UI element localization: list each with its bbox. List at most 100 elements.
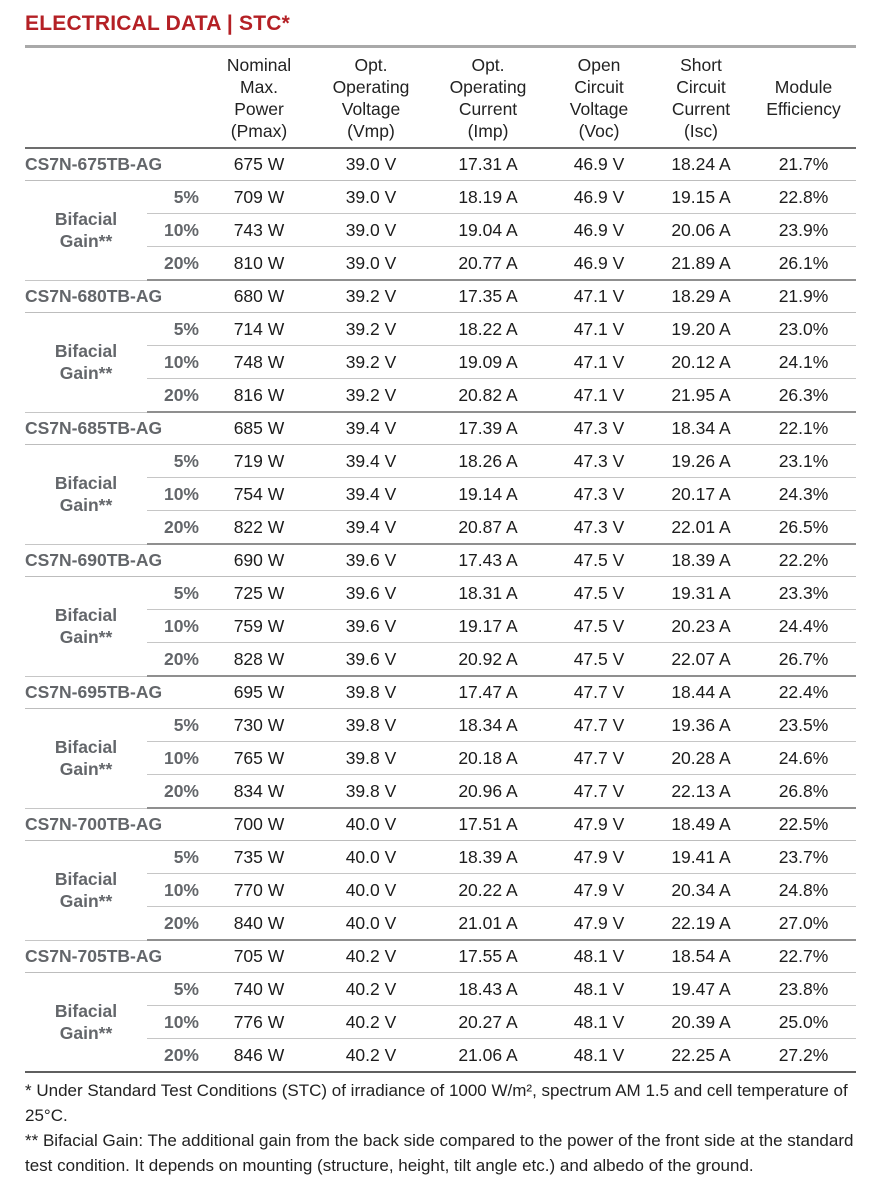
- value-cell: 840 W: [205, 906, 313, 941]
- value-cell: 20.39 A: [651, 1005, 751, 1039]
- value-cell: 714 W: [205, 312, 313, 346]
- value-cell: 22.07 A: [651, 642, 751, 677]
- value-cell: 21.7%: [751, 148, 856, 181]
- value-cell: 48.1 V: [547, 1038, 651, 1073]
- gain-percent: 20%: [147, 510, 205, 545]
- value-cell: 47.3 V: [547, 412, 651, 445]
- value-cell: 23.5%: [751, 708, 856, 742]
- value-cell: 19.36 A: [651, 708, 751, 742]
- value-cell: 39.8 V: [313, 741, 429, 775]
- value-cell: 22.7%: [751, 940, 856, 973]
- value-cell: 40.2 V: [313, 940, 429, 973]
- value-cell: 47.7 V: [547, 774, 651, 809]
- value-cell: 39.8 V: [313, 708, 429, 742]
- bifacial-gain-label: Bifacial Gain**: [25, 444, 147, 545]
- header-opt-operating-voltage: Opt. Operating Voltage (Vmp): [313, 48, 429, 149]
- value-cell: 39.2 V: [313, 312, 429, 346]
- bifacial-gain-row: Bifacial Gain** 5% 735 W 40.0 V 18.39 A 47.9 …: [25, 840, 856, 941]
- model-row: CS7N-685TB-AG 685 W 39.4 V 17.39 A 47.3 V 18.…: [25, 412, 856, 445]
- bifacial-gain-row: 10% 765 W 39.8 V 20.18 A 47.7 V 20.28 A 24.6%: [25, 741, 856, 775]
- value-cell: 40.0 V: [313, 873, 429, 907]
- bifacial-gain-row: 20% 816 W 39.2 V 20.82 A 47.1 V 21.95 A 26.3%: [25, 378, 856, 413]
- gain-percent: 20%: [147, 774, 205, 809]
- bifacial-gain-row: 20% 846 W 40.2 V 21.06 A 48.1 V 22.25 A 27.2%: [25, 1038, 856, 1073]
- value-cell: 19.15 A: [651, 180, 751, 214]
- value-cell: 39.0 V: [313, 148, 429, 181]
- gain-percent: 5%: [147, 576, 205, 610]
- value-cell: 20.17 A: [651, 477, 751, 511]
- value-cell: 690 W: [205, 544, 313, 577]
- model-row: CS7N-680TB-AG 680 W 39.2 V 17.35 A 47.1 V 18.…: [25, 280, 856, 313]
- value-cell: 39.6 V: [313, 576, 429, 610]
- value-cell: 20.12 A: [651, 345, 751, 379]
- gain-percent: 20%: [147, 1038, 205, 1073]
- footnote-stc: * Under Standard Test Conditions (STC) o…: [25, 1081, 848, 1125]
- electrical-data-table: Nominal Max. Power (Pmax) Opt. Operating…: [25, 48, 856, 1073]
- value-cell: 47.7 V: [547, 676, 651, 709]
- value-cell: 39.6 V: [313, 609, 429, 643]
- value-cell: 24.8%: [751, 873, 856, 907]
- bifacial-gain-label: Bifacial Gain**: [25, 708, 147, 809]
- value-cell: 17.51 A: [429, 808, 547, 841]
- gain-percent: 20%: [147, 642, 205, 677]
- value-cell: 19.47 A: [651, 972, 751, 1006]
- value-cell: 22.4%: [751, 676, 856, 709]
- model-group: CS7N-690TB-AG 690 W 39.6 V 17.43 A 47.5 V 18.…: [25, 544, 856, 677]
- value-cell: 20.27 A: [429, 1005, 547, 1039]
- value-cell: 47.9 V: [547, 840, 651, 874]
- value-cell: 22.2%: [751, 544, 856, 577]
- value-cell: 48.1 V: [547, 972, 651, 1006]
- bifacial-gain-row: 20% 840 W 40.0 V 21.01 A 47.9 V 22.19 A 27.0%: [25, 906, 856, 941]
- value-cell: 685 W: [205, 412, 313, 445]
- value-cell: 19.09 A: [429, 345, 547, 379]
- value-cell: 20.82 A: [429, 378, 547, 413]
- value-cell: 18.26 A: [429, 444, 547, 478]
- value-cell: 21.9%: [751, 280, 856, 313]
- value-cell: 765 W: [205, 741, 313, 775]
- value-cell: 18.29 A: [651, 280, 751, 313]
- value-cell: 18.34 A: [429, 708, 547, 742]
- value-cell: 19.17 A: [429, 609, 547, 643]
- value-cell: 21.01 A: [429, 906, 547, 941]
- value-cell: 19.41 A: [651, 840, 751, 874]
- page-title: ELECTRICAL DATA | STC*: [25, 12, 290, 35]
- gain-percent: 10%: [147, 873, 205, 907]
- model-row: CS7N-705TB-AG 705 W 40.2 V 17.55 A 48.1 V 18.…: [25, 940, 856, 973]
- value-cell: 21.89 A: [651, 246, 751, 281]
- model-name: CS7N-680TB-AG: [25, 280, 205, 313]
- value-cell: 20.34 A: [651, 873, 751, 907]
- value-cell: 24.1%: [751, 345, 856, 379]
- value-cell: 46.9 V: [547, 148, 651, 181]
- value-cell: 39.8 V: [313, 774, 429, 809]
- value-cell: 20.23 A: [651, 609, 751, 643]
- value-cell: 17.43 A: [429, 544, 547, 577]
- bifacial-gain-row: 10% 770 W 40.0 V 20.22 A 47.9 V 20.34 A 24.8%: [25, 873, 856, 907]
- value-cell: 46.9 V: [547, 213, 651, 247]
- value-cell: 18.39 A: [651, 544, 751, 577]
- value-cell: 47.5 V: [547, 642, 651, 677]
- model-group: CS7N-675TB-AG 675 W 39.0 V 17.31 A 46.9 V 18.…: [25, 148, 856, 281]
- bifacial-gain-row: 20% 822 W 39.4 V 20.87 A 47.3 V 22.01 A 26.5%: [25, 510, 856, 545]
- value-cell: 20.28 A: [651, 741, 751, 775]
- header-open-circuit-voltage: Open Circuit Voltage (Voc): [547, 48, 651, 149]
- value-cell: 22.5%: [751, 808, 856, 841]
- value-cell: 40.0 V: [313, 840, 429, 874]
- value-cell: 740 W: [205, 972, 313, 1006]
- value-cell: 23.1%: [751, 444, 856, 478]
- value-cell: 47.1 V: [547, 345, 651, 379]
- gain-percent: 5%: [147, 312, 205, 346]
- value-cell: 748 W: [205, 345, 313, 379]
- value-cell: 23.8%: [751, 972, 856, 1006]
- value-cell: 743 W: [205, 213, 313, 247]
- value-cell: 39.4 V: [313, 412, 429, 445]
- gain-percent: 10%: [147, 609, 205, 643]
- bifacial-gain-row: Bifacial Gain** 5% 714 W 39.2 V 18.22 A 47.1 …: [25, 312, 856, 413]
- value-cell: 810 W: [205, 246, 313, 281]
- value-cell: 18.22 A: [429, 312, 547, 346]
- model-group: CS7N-705TB-AG 705 W 40.2 V 17.55 A 48.1 V 18.…: [25, 940, 856, 1073]
- value-cell: 18.44 A: [651, 676, 751, 709]
- value-cell: 47.1 V: [547, 378, 651, 413]
- value-cell: 46.9 V: [547, 246, 651, 281]
- gain-percent: 5%: [147, 708, 205, 742]
- value-cell: 18.24 A: [651, 148, 751, 181]
